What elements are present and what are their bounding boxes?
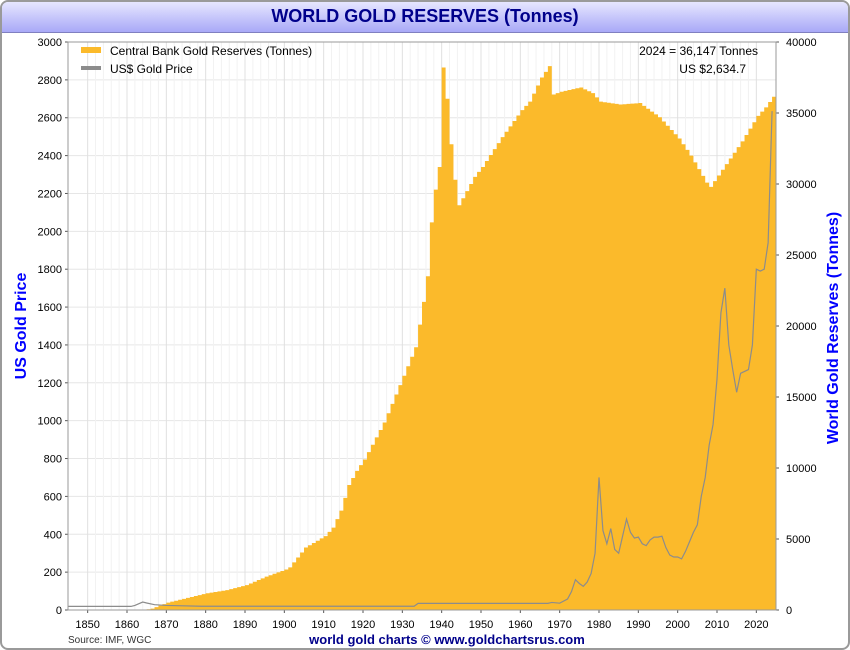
title-bar: WORLD GOLD RESERVES (Tonnes) bbox=[2, 2, 848, 33]
left-tick-label: 2600 bbox=[38, 113, 62, 125]
annotation-price: US $2,634.7 bbox=[679, 62, 746, 76]
left-tick-label: 2000 bbox=[38, 226, 62, 238]
x-tick-label: 2010 bbox=[705, 619, 729, 631]
left-tick-label: 1800 bbox=[38, 264, 62, 276]
left-tick-label: 1200 bbox=[38, 378, 62, 390]
left-tick-label: 1400 bbox=[38, 340, 62, 352]
right-tick-label: 35000 bbox=[786, 108, 817, 120]
right-tick-label: 25000 bbox=[786, 250, 817, 262]
legend-label-price: US$ Gold Price bbox=[110, 62, 193, 76]
left-tick-label: 0 bbox=[56, 605, 62, 617]
x-tick-label: 1960 bbox=[508, 619, 532, 631]
x-tick-label: 1970 bbox=[547, 619, 571, 631]
x-tick-label: 1900 bbox=[272, 619, 296, 631]
x-tick-label: 1860 bbox=[115, 619, 139, 631]
right-tick-label: 40000 bbox=[786, 37, 817, 49]
x-tick-label: 1940 bbox=[429, 619, 453, 631]
left-tick-label: 2800 bbox=[38, 75, 62, 87]
annotation-reserves: 2024 = 36,147 Tonnes bbox=[639, 44, 758, 58]
chart-title: WORLD GOLD RESERVES (Tonnes) bbox=[271, 6, 579, 26]
left-tick-label: 1600 bbox=[38, 302, 62, 314]
footer-credit: world gold charts © www.goldchartsrus.co… bbox=[309, 632, 585, 647]
reserves-area bbox=[68, 66, 776, 610]
x-tick-label: 2000 bbox=[665, 619, 689, 631]
left-tick-label: 800 bbox=[44, 454, 62, 466]
x-tick-label: 1870 bbox=[154, 619, 178, 631]
x-tick-label: 1980 bbox=[587, 619, 611, 631]
x-tick-label: 1850 bbox=[75, 619, 99, 631]
left-axis-title: US Gold Price bbox=[13, 273, 30, 380]
left-tick-label: 3000 bbox=[38, 37, 62, 49]
left-tick-label: 400 bbox=[44, 529, 62, 541]
x-tick-label: 1930 bbox=[390, 619, 414, 631]
x-tick-label: 1950 bbox=[469, 619, 493, 631]
legend-swatch-reserves bbox=[81, 47, 101, 53]
x-tick-label: 1920 bbox=[351, 619, 375, 631]
plot-border bbox=[67, 41, 777, 611]
x-tick-label: 1890 bbox=[233, 619, 257, 631]
left-tick-label: 1000 bbox=[38, 416, 62, 428]
right-tick-label: 20000 bbox=[786, 321, 817, 333]
x-tick-label: 2020 bbox=[744, 619, 768, 631]
left-tick-label: 2200 bbox=[38, 188, 62, 200]
x-tick-label: 1990 bbox=[626, 619, 650, 631]
price-line bbox=[68, 111, 773, 608]
left-tick-label: 200 bbox=[44, 567, 62, 579]
right-tick-label: 5000 bbox=[786, 534, 810, 546]
right-tick-label: 30000 bbox=[786, 179, 817, 191]
left-tick-label: 600 bbox=[44, 491, 62, 503]
right-tick-label: 0 bbox=[786, 605, 792, 617]
right-tick-label: 10000 bbox=[786, 463, 817, 475]
x-tick-label: 1910 bbox=[311, 619, 335, 631]
right-tick-label: 15000 bbox=[786, 392, 817, 404]
legend-swatch-price bbox=[81, 66, 101, 70]
right-axis-title: World Gold Reserves (Tonnes) bbox=[825, 212, 842, 444]
source-note: Source: IMF, WGC bbox=[68, 635, 152, 646]
x-tick-label: 1880 bbox=[193, 619, 217, 631]
legend-label-reserves: Central Bank Gold Reserves (Tonnes) bbox=[110, 44, 312, 58]
left-tick-label: 2400 bbox=[38, 151, 62, 163]
